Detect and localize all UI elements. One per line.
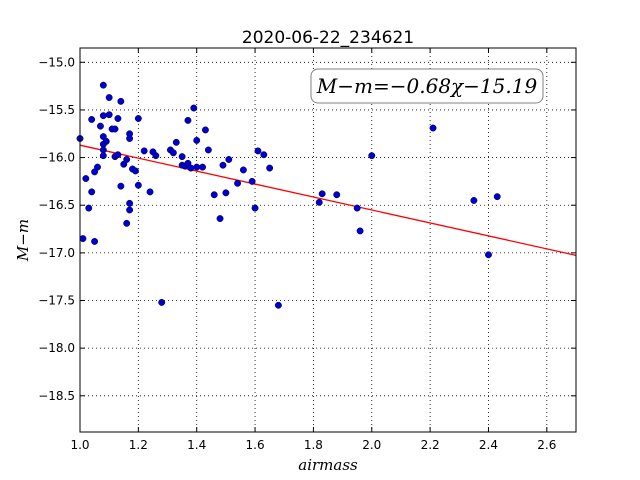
y-axis-label: M−m [14, 219, 32, 262]
data-point [266, 164, 274, 172]
data-point [99, 152, 107, 160]
annotation-text: M−m=−0.68χ−15.19 [316, 74, 538, 98]
data-point [114, 151, 122, 159]
data-point [210, 191, 218, 199]
data-point [126, 199, 134, 207]
chart-title: 2020-06-22_234621 [242, 28, 414, 48]
data-point [91, 237, 99, 245]
data-point [234, 179, 242, 187]
y-axis-ticks: −15.0 −15.5 −16.0 −16.5 −17.0 −17.5 −18.0 −18.5 [38, 55, 576, 403]
y-tick-label: −17.0 [38, 246, 75, 260]
data-point [99, 112, 107, 120]
data-point [146, 188, 154, 196]
y-tick-label: −15.0 [38, 55, 75, 69]
data-point [429, 124, 437, 132]
data-point [99, 81, 107, 89]
data-point [152, 152, 160, 160]
x-tick-label: 2.6 [537, 438, 556, 452]
x-tick-label: 1.8 [304, 438, 323, 452]
data-point [94, 163, 101, 171]
data-point [85, 204, 93, 212]
data-point [225, 156, 233, 163]
y-tick-label: −16.0 [38, 151, 75, 165]
data-point [199, 163, 206, 171]
data-point [123, 219, 131, 227]
y-tick-label: −18.0 [38, 341, 75, 355]
data-point [219, 161, 227, 169]
data-point [140, 147, 148, 155]
data-point [169, 149, 177, 157]
data-point [204, 146, 212, 154]
x-tick-label: 1.0 [70, 438, 89, 452]
data-point [82, 175, 90, 182]
data-point [126, 135, 134, 142]
data-point [368, 152, 376, 160]
data-point [485, 251, 492, 259]
y-tick-label: −18.5 [38, 389, 75, 403]
data-point [470, 197, 478, 204]
x-tick-label: 1.4 [187, 438, 206, 452]
y-tick-label: −17.5 [38, 294, 75, 308]
data-point [102, 137, 110, 145]
data-point [99, 146, 107, 154]
data-point [158, 298, 166, 306]
data-point [178, 153, 186, 161]
data-points [76, 81, 501, 309]
equation-annotation: M−m=−0.68χ−15.19 [310, 68, 544, 104]
x-tick-label: 2.2 [421, 438, 440, 452]
fit-line-group [79, 144, 577, 256]
data-point [239, 166, 247, 174]
data-point [193, 163, 201, 171]
x-tick-label: 2.0 [362, 438, 381, 452]
data-point [172, 138, 180, 146]
data-point [202, 126, 209, 134]
data-point [88, 116, 96, 123]
data-point [251, 204, 259, 212]
data-point [117, 97, 125, 105]
plot-area [80, 48, 576, 432]
x-axis-ticks: 1.0 1.2 1.4 1.6 1.8 2.0 2.2 2.4 2.6 [70, 48, 556, 452]
fit-line [79, 144, 577, 256]
data-point [254, 147, 262, 155]
data-point [126, 206, 134, 214]
grid-lines [80, 48, 576, 432]
data-point [134, 115, 142, 122]
data-point [114, 115, 122, 122]
data-point [353, 204, 361, 212]
data-point [248, 177, 256, 185]
data-point [88, 188, 96, 196]
data-point [105, 111, 113, 119]
data-point [216, 215, 224, 223]
data-point [111, 125, 119, 133]
data-point [274, 301, 282, 309]
data-point [315, 198, 323, 206]
data-point [260, 151, 268, 159]
x-tick-label: 2.4 [479, 438, 498, 452]
data-point [184, 116, 192, 124]
data-point [333, 191, 341, 199]
x-tick-label: 1.6 [246, 438, 265, 452]
data-point [356, 227, 364, 235]
data-point [105, 94, 113, 101]
data-point [131, 167, 139, 175]
data-point [117, 182, 125, 190]
data-point [123, 156, 131, 163]
plot-frame [79, 47, 577, 433]
x-axis-label: airmass [298, 456, 358, 474]
x-tick-label: 1.2 [129, 438, 148, 452]
data-point [134, 181, 142, 189]
data-point [222, 189, 230, 197]
data-point [493, 193, 501, 201]
data-point [193, 136, 201, 144]
data-point [96, 122, 104, 130]
annotation-box [310, 68, 544, 104]
y-tick-label: −16.5 [38, 198, 75, 212]
data-point [187, 164, 195, 172]
data-point [190, 104, 198, 112]
y-tick-label: −15.5 [38, 103, 75, 117]
data-point [79, 235, 87, 243]
data-point [318, 190, 326, 198]
